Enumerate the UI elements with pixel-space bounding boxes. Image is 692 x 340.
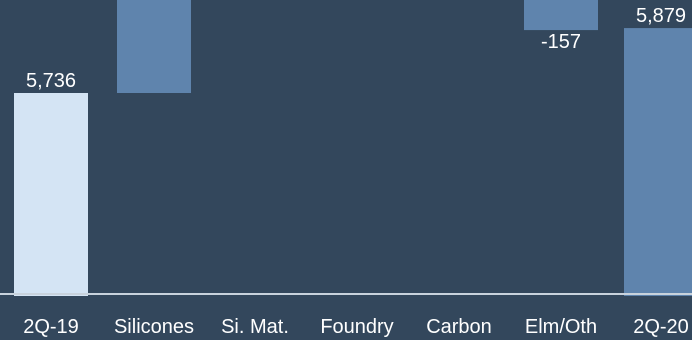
category-label: Si. Mat. <box>221 316 289 338</box>
category-label: 2Q-20 <box>633 316 689 338</box>
bar-2q-19 <box>14 93 88 296</box>
value-label: 5,879 <box>636 5 686 27</box>
category-label: Silicones <box>114 316 194 338</box>
value-label: 5,736 <box>26 70 76 92</box>
category-label: 2Q-19 <box>23 316 79 338</box>
category-label: Foundry <box>320 316 393 338</box>
category-labels-group: 2Q-19 Silicones Si. Mat. Foundry Carbon Elm/O… <box>23 316 689 338</box>
bar-silicones <box>117 0 191 93</box>
category-label: Elm/Oth <box>525 316 597 338</box>
value-label: -157 <box>541 31 581 53</box>
category-label: Carbon <box>426 316 492 338</box>
bar-elm-oth <box>524 0 598 31</box>
bars-group <box>14 0 692 297</box>
bar-2q-20 <box>624 28 692 297</box>
